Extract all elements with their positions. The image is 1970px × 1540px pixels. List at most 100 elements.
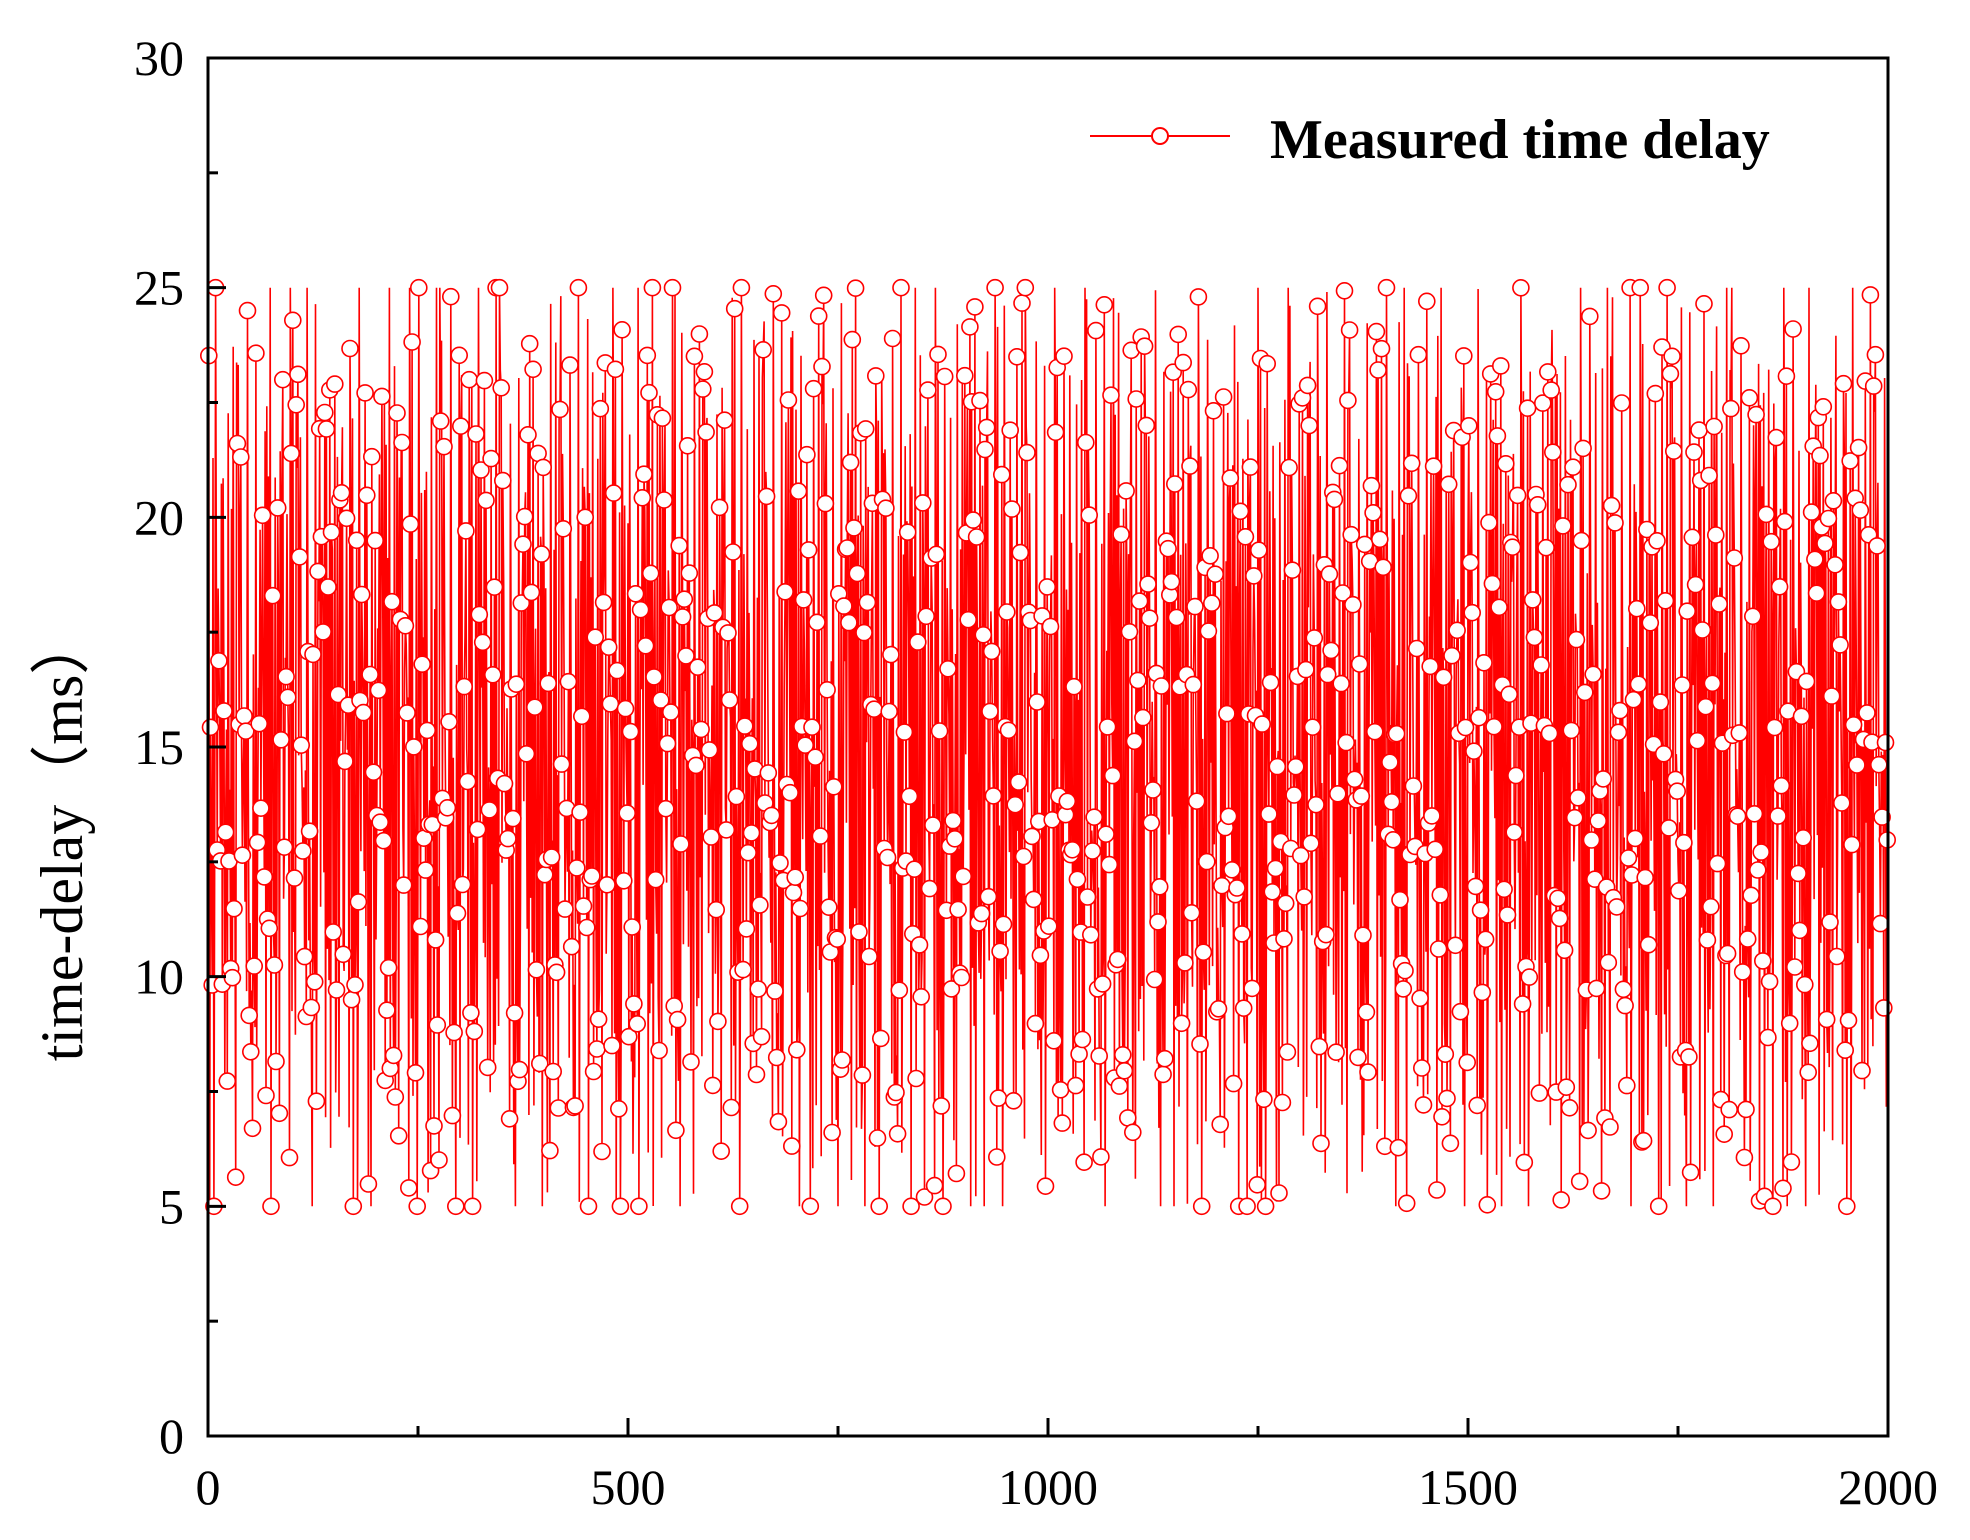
data-point — [782, 1137, 801, 1155]
data-point — [237, 722, 255, 741]
data-point — [547, 963, 566, 982]
data-point — [267, 1052, 285, 1071]
data-point — [396, 616, 415, 635]
data-point — [1792, 707, 1811, 726]
data-point — [440, 712, 458, 731]
data-point — [1312, 1134, 1330, 1153]
data-point — [1198, 852, 1216, 871]
data-point — [579, 1197, 598, 1216]
data-point — [1421, 657, 1439, 676]
data-point — [1747, 405, 1765, 424]
data-point — [1026, 1014, 1045, 1033]
data-point — [1780, 1014, 1799, 1033]
data-point — [482, 449, 500, 468]
data-point — [532, 545, 551, 563]
data-point — [1614, 980, 1633, 999]
data-point — [700, 741, 719, 759]
data-point — [1065, 677, 1083, 696]
data-point — [927, 545, 946, 564]
data-point — [1767, 428, 1786, 447]
data-point — [754, 340, 773, 359]
axes-layer: 0 500 1000 1500 2000 0 5 10 15 20 25 30 — [134, 30, 1938, 1515]
data-point — [1024, 890, 1043, 909]
data-point — [1108, 950, 1127, 969]
data-point — [690, 325, 709, 343]
data-point — [1006, 795, 1025, 814]
data-point — [1769, 807, 1787, 825]
data-point — [871, 1029, 890, 1048]
data-point — [1176, 954, 1194, 972]
data-point — [458, 772, 477, 791]
data-point — [1344, 595, 1362, 614]
data-point — [900, 787, 919, 806]
data-point — [841, 453, 860, 472]
data-point — [1337, 733, 1355, 752]
data-point — [445, 1023, 463, 1042]
data-point — [1391, 890, 1409, 909]
data-point — [1384, 830, 1402, 849]
data-point — [1570, 1172, 1589, 1191]
data-point — [1503, 538, 1522, 557]
data-point — [562, 937, 581, 956]
data-point — [717, 821, 736, 839]
data-point — [1530, 1084, 1549, 1102]
data-point — [253, 506, 272, 525]
data-point — [1085, 808, 1103, 827]
data-point — [1134, 708, 1152, 727]
y-tick-label: 10 — [134, 949, 184, 1005]
y-tick-label: 15 — [134, 719, 184, 775]
data-point — [268, 499, 287, 517]
data-point — [1728, 807, 1747, 826]
data-point — [784, 883, 803, 902]
data-point — [1016, 278, 1035, 297]
data-point — [1646, 384, 1665, 403]
data-point — [1387, 724, 1406, 743]
data-point — [369, 681, 388, 700]
data-point — [1567, 630, 1586, 649]
data-point — [1754, 952, 1772, 970]
data-point — [1322, 641, 1340, 660]
data-point — [1045, 1032, 1063, 1050]
data-point — [835, 597, 853, 615]
data-point — [635, 465, 653, 484]
data-point — [1675, 833, 1693, 852]
data-point — [1592, 1182, 1611, 1200]
data-point — [735, 717, 754, 735]
data-point — [1463, 603, 1481, 622]
data-point — [448, 904, 467, 923]
data-point — [201, 718, 220, 737]
data-point — [972, 904, 991, 923]
data-point — [1796, 975, 1814, 994]
data-point — [1404, 777, 1423, 795]
data-point — [1270, 1184, 1288, 1202]
data-point — [1873, 808, 1891, 826]
data-point — [495, 774, 514, 793]
data-point — [260, 919, 279, 938]
data-point — [1606, 514, 1624, 532]
data-point — [1127, 390, 1145, 408]
data-point — [1816, 534, 1834, 553]
data-point — [796, 736, 815, 755]
data-point — [1819, 509, 1838, 528]
data-point — [655, 491, 673, 509]
data-point — [567, 859, 586, 877]
data-point — [1302, 834, 1320, 853]
data-point — [1722, 399, 1740, 418]
data-point — [426, 931, 445, 949]
data-point — [751, 896, 769, 914]
data-point — [1097, 825, 1115, 844]
data-point — [1564, 458, 1582, 477]
data-point — [394, 876, 413, 894]
data-point — [924, 816, 942, 834]
x-tick-label: 500 — [591, 1459, 666, 1515]
data-point — [833, 1051, 852, 1069]
data-point — [625, 995, 643, 1013]
data-point — [1456, 718, 1475, 737]
data-point — [1639, 935, 1658, 954]
data-point — [1853, 1061, 1871, 1080]
data-point — [656, 799, 675, 818]
data-point — [1811, 446, 1829, 465]
data-point — [1574, 439, 1592, 458]
data-point — [1607, 898, 1626, 916]
data-point — [1053, 1114, 1072, 1132]
